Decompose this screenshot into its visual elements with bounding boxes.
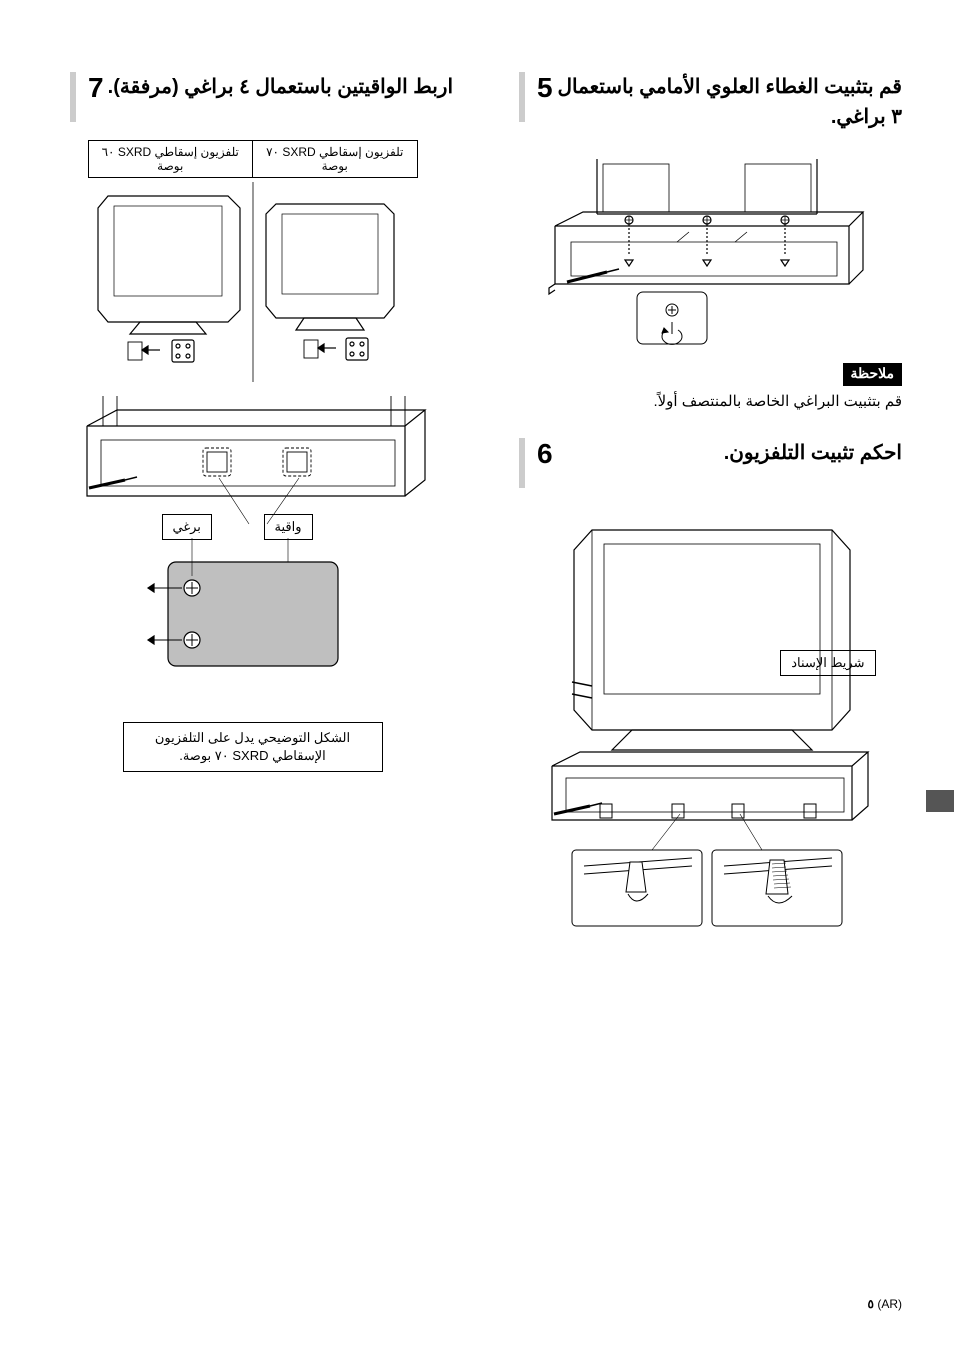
guard-label: واقية — [264, 514, 313, 540]
step-6-header: احكم تثبيت التلفزيون. 6 — [501, 438, 902, 488]
page-content: قم بتثبيت الغطاء العلوي الأمامي باستعمال… — [52, 72, 902, 1311]
step-7-caption: الشكل التوضيحي يدل على التلفزيون الإسقاط… — [132, 729, 374, 765]
screw-label: برغي — [162, 514, 212, 540]
step-5-header: قم بتثبيت الغطاء العلوي الأمامي باستعمال… — [501, 72, 902, 132]
step-6-title: احكم تثبيت التلفزيون. — [553, 438, 902, 468]
tv60-label: تلفزيون إسقاطي SXRD ٦٠ بوصة — [89, 141, 253, 177]
step-7-header: اربط الواقيتين باستعمال ٤ براغي (مرفقة).… — [52, 72, 453, 122]
step-6-number: 6 — [519, 438, 553, 488]
page-number: ٥ — [868, 1297, 874, 1311]
step-5-title: قم بتثبيت الغطاء العلوي الأمامي باستعمال… — [553, 72, 902, 132]
page-footer: ٥ (AR) — [868, 1297, 902, 1311]
left-column: اربط الواقيتين باستعمال ٤ براغي (مرفقة).… — [52, 72, 453, 1311]
tv70-label: تلفزيون إسقاطي SXRD ٧٠ بوصة — [252, 141, 417, 177]
support-strap-label: شريط الإسناد — [780, 650, 875, 676]
right-column: قم بتثبيت الغطاء العلوي الأمامي باستعمال… — [501, 72, 902, 1311]
step-6-illustration: شريط الإسناد — [532, 510, 872, 930]
side-tab — [926, 790, 954, 812]
step-7-caption-box: الشكل التوضيحي يدل على التلفزيون الإسقاط… — [123, 722, 383, 772]
step-7-title: اربط الواقيتين باستعمال ٤ براغي (مرفقة). — [104, 72, 453, 102]
step-5-illustration — [537, 154, 867, 349]
step-7-stand-illustration — [73, 386, 433, 536]
step-5-number: 5 — [519, 72, 553, 122]
step-7-top-illustration — [88, 182, 418, 382]
step-7-number: 7 — [70, 72, 104, 122]
note-badge: ملاحظة — [843, 363, 903, 386]
step-5-note: قم بتثبيت البراغي الخاصة بالمنتصف أولاً. — [501, 392, 902, 410]
tv-size-labels: تلفزيون إسقاطي SXRD ٧٠ بوصة تلفزيون إسقا… — [88, 140, 418, 178]
page-lang: (AR) — [877, 1297, 902, 1311]
step-7-detail: برغي واقية — [128, 532, 378, 712]
